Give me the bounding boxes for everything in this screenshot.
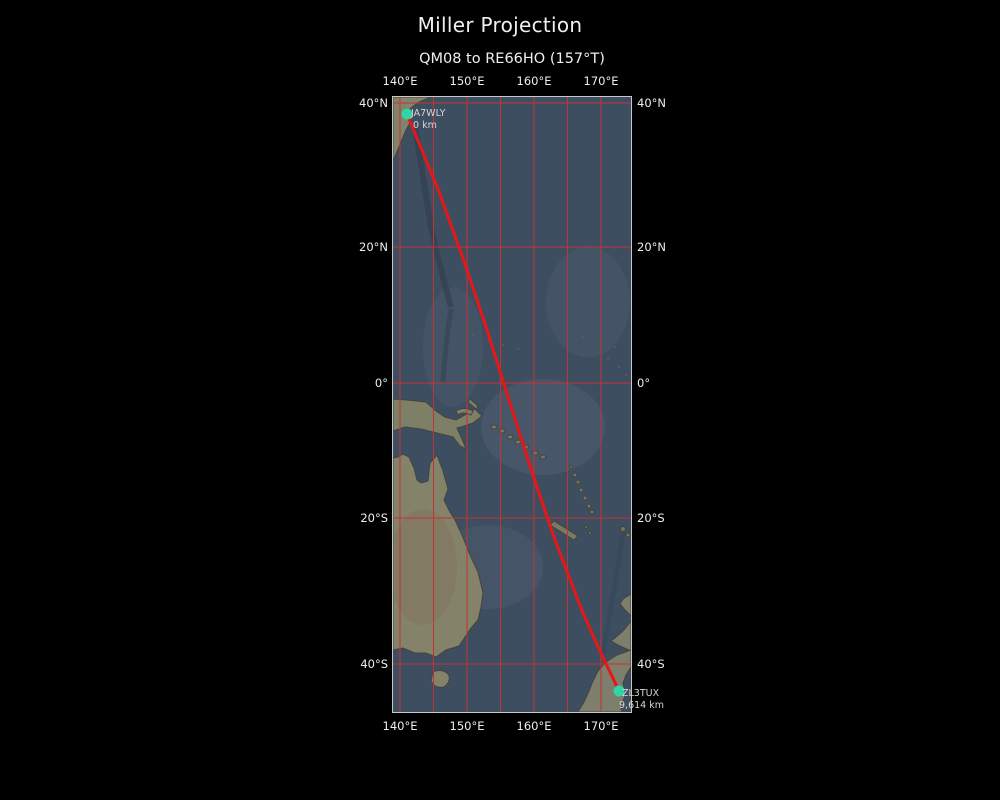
loyalty-islands xyxy=(584,525,592,535)
landmass-new-caledonia xyxy=(549,520,579,541)
landmass-tasmania xyxy=(430,669,450,688)
route-end-marker xyxy=(613,685,625,697)
tick-label-left-0: 40°N xyxy=(359,96,388,110)
tick-label-right-2: 0° xyxy=(637,376,651,390)
tick-label-right-4: 40°S xyxy=(637,657,665,671)
tick-label-top-1: 150°E xyxy=(449,74,485,88)
landmass-nz-north-island xyxy=(619,593,631,617)
landmass-new-ireland xyxy=(467,398,479,410)
tick-label-bottom-3: 170°E xyxy=(583,719,619,733)
tick-label-bottom-0: 140°E xyxy=(382,719,418,733)
tick-label-left-4: 40°S xyxy=(360,657,388,671)
landmass-new-guinea xyxy=(393,398,483,451)
landmass-australia xyxy=(393,453,484,658)
start-distance-label: 0 km xyxy=(413,120,437,131)
route-subtitle: QM08 to RE66HO (157°T) xyxy=(419,51,605,67)
map-plot xyxy=(392,96,632,713)
tick-label-left-2: 0° xyxy=(374,376,388,390)
landmass-nz-south-island xyxy=(576,649,631,712)
page-title: Miller Projection xyxy=(417,13,583,37)
end-distance-label: 9,614 km xyxy=(619,700,664,711)
tick-label-top-0: 140°E xyxy=(382,74,418,88)
map-canvas xyxy=(393,97,631,712)
kermadec-trench xyxy=(600,524,627,654)
tick-label-bottom-2: 160°E xyxy=(516,719,552,733)
tick-label-right-0: 40°N xyxy=(637,96,666,110)
landmass-new-britain xyxy=(455,408,474,416)
micronesia-specks xyxy=(472,334,627,376)
tick-label-bottom-1: 150°E xyxy=(449,719,485,733)
tick-label-left-1: 20°N xyxy=(359,240,388,254)
tick-label-right-3: 20°S xyxy=(637,511,665,525)
start-callsign-label: JA7WLY xyxy=(411,108,446,119)
graticule-grid xyxy=(393,97,631,712)
end-callsign-label: ZL3TUX xyxy=(622,688,660,699)
vanuatu-islands xyxy=(569,465,595,515)
tick-label-top-2: 160°E xyxy=(516,74,552,88)
japan-trench xyxy=(412,126,454,308)
route-start-marker xyxy=(401,108,413,120)
nz-east-coast-sea xyxy=(620,666,631,712)
landmasses xyxy=(393,97,631,712)
australia-interior-shading xyxy=(393,509,457,625)
route-line xyxy=(405,112,621,693)
tick-label-right-1: 20°N xyxy=(637,240,666,254)
izu-trench xyxy=(440,308,454,383)
fiji-islands xyxy=(620,526,631,538)
tick-label-top-3: 170°E xyxy=(583,74,619,88)
tick-label-left-3: 20°S xyxy=(360,511,388,525)
